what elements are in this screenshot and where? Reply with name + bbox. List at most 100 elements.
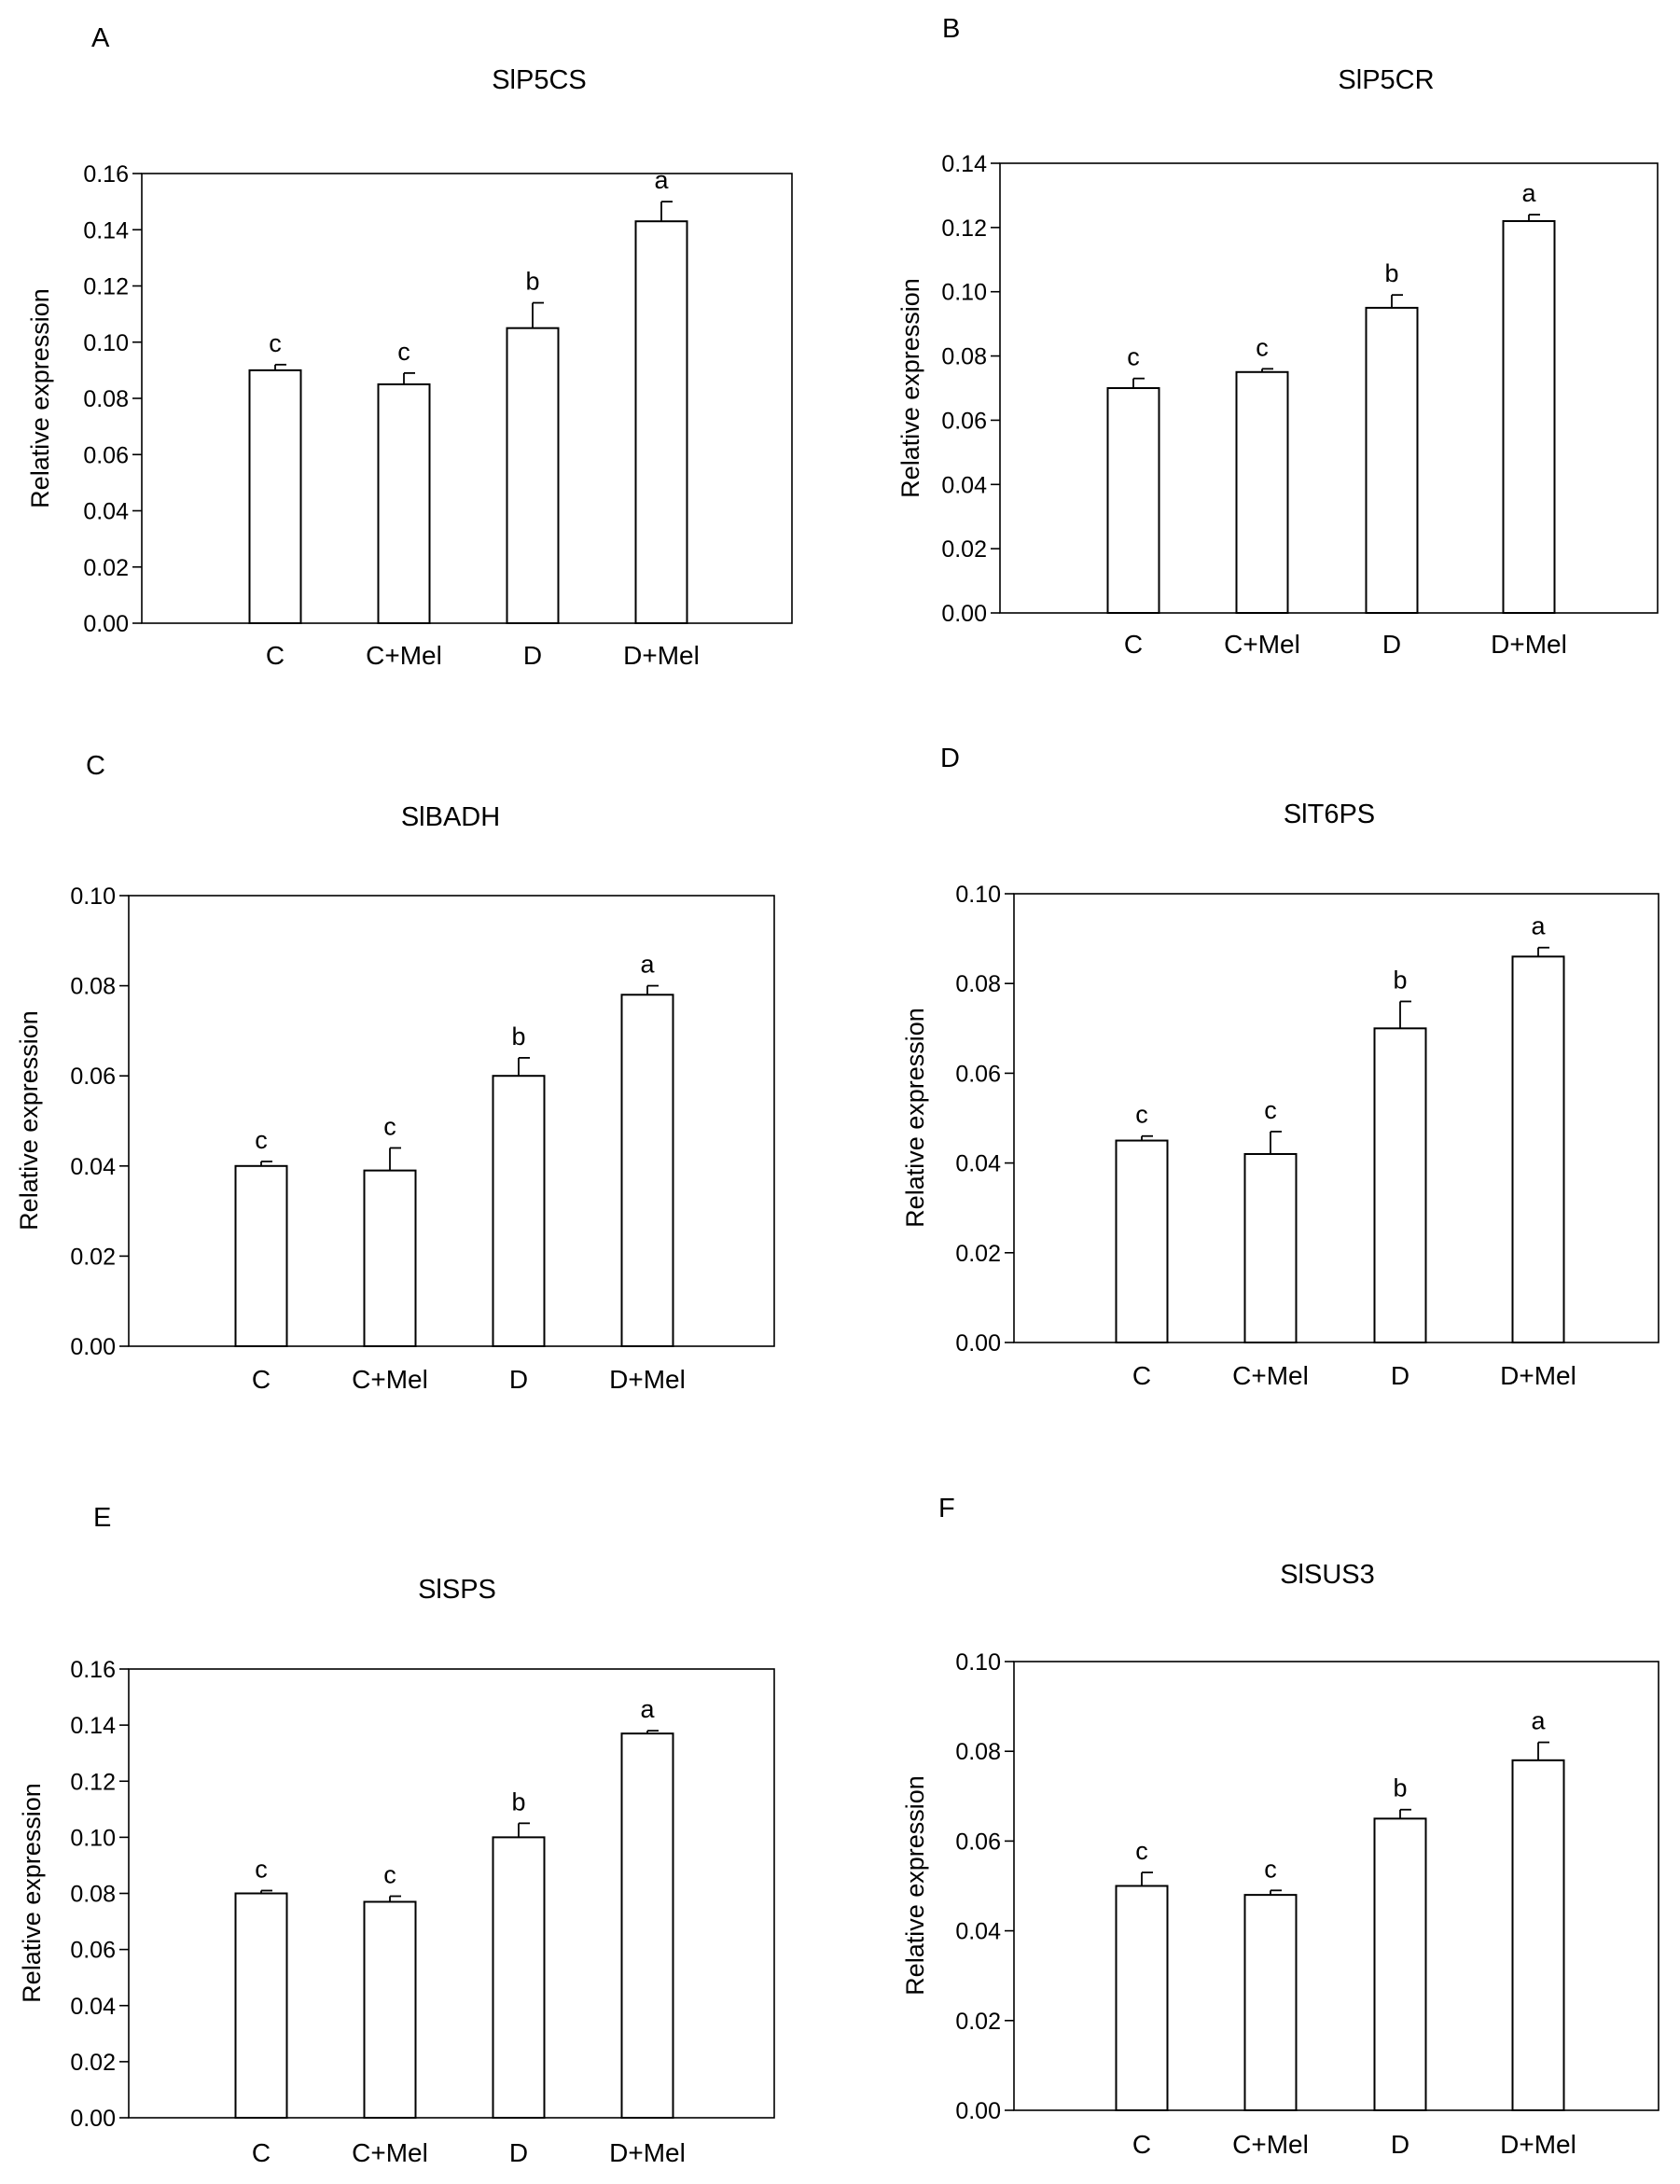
y-tick-label: 0.12 [70,1769,116,1795]
bar-d [1373,1027,1427,1344]
bar-d [1373,1817,1427,2111]
chart-panel-f: F SlSUS3 0.00 0.02 0.04 0.06 0.08 0.10 Relative … [901,1494,1659,2159]
significance-letter: b [525,268,539,296]
y-axis-label: Relative expression [901,1008,929,1228]
y-tick-label: 0.10 [955,882,1001,908]
panel-letter: C [86,751,105,781]
plot-frame [999,162,1659,614]
significance-letter: b [511,1022,525,1050]
significance-letter: c [397,338,410,366]
y-axis-label: Relative expression [18,1783,46,2003]
significance-letter: c [1135,1101,1148,1129]
chart-panel-b: B SlP5CR 0.00 0.02 0.04 0.06 0.08 0.10 0.12 0.14 R… [896,14,1659,659]
x-category-label: C+Mel [352,2138,428,2167]
x-category-label: D [509,1365,528,1394]
y-tick-label: 0.06 [70,1064,116,1090]
y-tick-label: 0.10 [70,1825,116,1851]
x-category-label: C [1124,630,1143,659]
x-category-label: D+Mel [623,641,700,670]
y-tick-label: 0.16 [70,1657,116,1683]
y-tick-label: 0.06 [70,1938,116,1964]
bar-c-plus-mel [1243,1894,1298,2111]
x-category-label: D+Mel [1491,630,1567,659]
y-tick-label: 0.04 [70,1994,116,2020]
y-tick-label: 0.14 [70,1713,116,1739]
y-tick-label: 0.02 [955,2009,1001,2035]
significance-letter: c [255,1126,268,1154]
y-tick-label: 0.16 [83,161,129,188]
y-tick-label: 0.06 [83,442,129,468]
y-tick-label: 0.10 [83,330,129,356]
y-tick-label: 0.00 [70,1334,116,1360]
y-tick-label: 0.00 [955,1330,1001,1356]
bar-d-plus-mel [620,1732,674,2120]
x-category-label: C+Mel [1224,630,1300,659]
x-category-label: C [1132,1361,1151,1390]
panel-letter: E [93,1503,111,1533]
plot-frame [1013,893,1659,1343]
significance-letter: c [1264,1855,1277,1883]
y-tick-label: 0.10 [955,1649,1001,1676]
y-tick-label: 0.08 [70,974,116,1000]
chart-title: SlT6PS [1284,800,1375,829]
x-category-label: D+Mel [609,1365,686,1394]
chart-title: SlP5CR [1338,65,1434,95]
chart-panel-a: A SlP5CS 0.00 0.02 0.04 0.06 0.08 0.10 0.12 0.14 0… [26,23,793,670]
bar-c [248,369,302,624]
significance-letter: a [1531,912,1546,940]
significance-letter: c [1256,333,1269,361]
y-tick-label: 0.02 [70,2050,116,2076]
bar-c-plus-mel [1235,370,1289,614]
chart-title: SlP5CS [492,65,587,95]
y-tick-label: 0.04 [955,1151,1001,1177]
y-tick-label: 0.14 [941,151,987,177]
significance-letter: c [383,1861,396,1889]
significance-letter: c [1264,1096,1277,1124]
x-category-label: D [1382,630,1401,659]
chart-title: SlBADH [401,802,500,832]
bar-c [1106,387,1160,614]
significance-letter: c [1135,1837,1148,1865]
x-category-label: C+Mel [1232,2130,1309,2159]
y-tick-label: 0.00 [941,601,987,627]
x-category-label: D+Mel [1500,2130,1576,2159]
plot-frame [128,1668,775,2119]
panel-letter: F [938,1494,955,1523]
chart-panel-d: D SlT6PS 0.00 0.02 0.04 0.06 0.08 0.10 Relative … [901,744,1659,1390]
plot-frame [1013,1661,1659,2111]
bar-d [506,327,560,624]
x-category-label: D+Mel [1500,1361,1576,1390]
bar-d-plus-mel [620,994,674,1347]
y-tick-label: 0.06 [941,408,987,434]
panel-letter: A [91,23,110,53]
y-tick-label: 0.04 [83,499,129,525]
x-category-label: C+Mel [352,1365,428,1394]
y-tick-label: 0.10 [941,280,987,306]
bar-d-plus-mel [634,220,688,624]
bar-c [1115,1139,1169,1344]
y-axis-label: Relative expression [26,288,54,508]
y-tick-label: 0.02 [83,555,129,581]
y-tick-label: 0.06 [955,1829,1001,1855]
bar-c [234,1892,288,2119]
panel-letter: B [942,14,960,44]
y-tick-label: 0.08 [955,1739,1001,1765]
significance-letter: b [1384,259,1398,287]
y-tick-label: 0.08 [70,1882,116,1908]
chart-panel-e: E SlSPS 0.00 0.02 0.04 0.06 0.08 0.10 0.12 0.14 0.… [18,1503,775,2167]
y-tick-label: 0.00 [955,2098,1001,2124]
y-tick-label: 0.04 [941,472,987,498]
significance-letter: a [640,1695,655,1723]
bar-c-plus-mel [363,1169,417,1347]
significance-letter: a [1531,1707,1546,1735]
panel-letter: D [940,744,960,773]
chart-panel-c: C SlBADH 0.00 0.02 0.04 0.06 0.08 0.10 Relative … [15,751,775,1394]
bar-c-plus-mel [363,1900,417,2120]
significance-letter: b [1393,966,1407,994]
y-tick-label: 0.06 [955,1061,1001,1087]
y-tick-label: 0.02 [70,1244,116,1270]
x-category-label: C [1132,2130,1151,2159]
bar-c [234,1164,288,1348]
x-category-label: C+Mel [1232,1361,1309,1390]
